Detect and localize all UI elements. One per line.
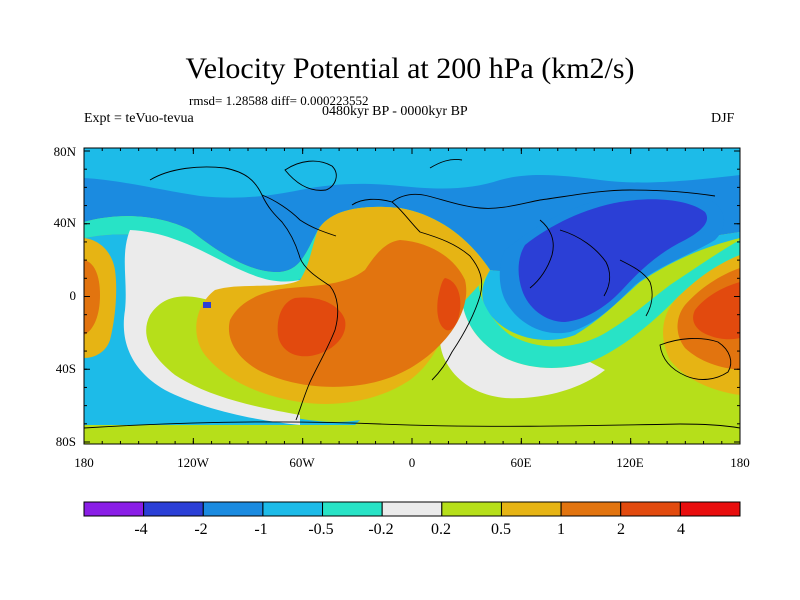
season-label: DJF	[711, 111, 735, 126]
lat-label-0: 0	[69, 288, 77, 303]
colorbar-label: 0.2	[431, 521, 451, 538]
axis-ticks	[83, 148, 741, 444]
lon-label-180e: 180	[730, 455, 750, 470]
stats-line: rmsd= 1.28588 diff= 0.000223552	[189, 93, 369, 108]
lat-label-40s: 40S	[55, 361, 76, 376]
colorbar	[83, 501, 741, 517]
colorbar-label: -2	[194, 521, 208, 538]
colorbar-label: -1	[254, 521, 268, 538]
colorbar-swatch	[620, 501, 681, 517]
lon-label-60w: 60W	[289, 455, 315, 470]
colorbar-label: 4	[677, 521, 685, 538]
colorbar-label: 1	[557, 521, 565, 538]
colorbar-swatch	[679, 501, 741, 517]
colorbar-label: 2	[617, 521, 625, 538]
lat-label-80s: 80S	[55, 434, 76, 449]
colorbar-swatch	[262, 501, 324, 517]
colorbar-swatch	[202, 501, 264, 517]
period-label: 0480kyr BP - 0000kyr BP	[322, 104, 468, 119]
colorbar-swatch	[560, 501, 622, 517]
colorbar-swatch	[322, 501, 383, 517]
colorbar-label: -0.2	[368, 521, 394, 538]
colorbar-label: -4	[134, 521, 148, 538]
coastlines	[84, 159, 740, 429]
lat-label-80n: 80N	[53, 144, 76, 159]
lat-label-40n: 40N	[53, 215, 76, 230]
colorbar-swatch	[381, 501, 443, 517]
colorbar-swatch	[441, 501, 502, 517]
lon-label-0: 0	[408, 455, 416, 470]
colorbar-label: -0.5	[308, 521, 334, 538]
colorbar-label: 0.5	[491, 521, 511, 538]
lon-label-60e: 60E	[510, 455, 532, 470]
velocity-potential-field	[84, 148, 740, 444]
experiment-label: Expt = teVuo-tevua	[84, 111, 194, 126]
lon-label-120w: 120W	[177, 455, 209, 470]
lon-label-120e: 120E	[616, 455, 644, 470]
map-title: Velocity Potential at 200 hPa (km2/s)	[185, 52, 635, 85]
lon-label-180w: 180	[74, 455, 94, 470]
colorbar-swatch	[143, 501, 204, 517]
colorbar-swatch	[83, 501, 145, 517]
colorbar-swatch	[500, 501, 562, 517]
